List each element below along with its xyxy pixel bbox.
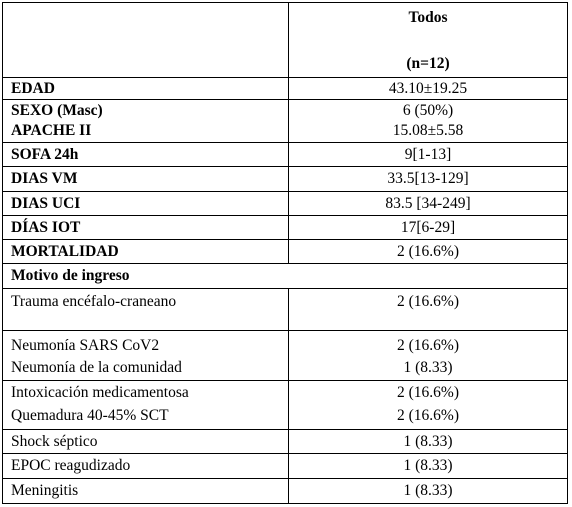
row-label: SOFA 24h xyxy=(11,146,79,163)
table-row: DIAS UCI 83.5 [34-249] xyxy=(3,191,567,215)
row-value: 17[6-29] xyxy=(400,219,456,236)
table-row: Trauma encéfalo-craneano 2 (16.6%) xyxy=(3,288,567,330)
table-row: DÍAS IOT 17[6-29] xyxy=(3,215,567,239)
row-value: 2 (16.6%) xyxy=(397,243,459,260)
table-header-row: Todos (n=12) xyxy=(3,3,567,77)
table-row: SEXO (Masc) APACHE II 6 (50%) 15.08±5.58 xyxy=(3,99,567,142)
reason-label: EPOC reagudizado xyxy=(11,457,131,474)
table-row: Shock séptico 1 (8.33) xyxy=(3,429,567,453)
row-label: DÍAS IOT xyxy=(11,219,81,236)
header-empty-cell xyxy=(3,3,289,77)
reason-value: 2 (16.6%) xyxy=(397,407,459,424)
reason-value: 1 (8.33) xyxy=(403,457,453,474)
row-label: EDAD xyxy=(11,80,55,97)
row-value: 15.08±5.58 xyxy=(392,122,464,139)
row-label: APACHE II xyxy=(11,122,92,139)
row-value: 9[1-13] xyxy=(404,146,452,163)
table-row: EDAD 43.10±19.25 xyxy=(3,77,567,99)
reason-label: Shock séptico xyxy=(11,433,98,450)
reason-value: 1 (8.33) xyxy=(403,359,453,376)
row-value: 43.10±19.25 xyxy=(388,80,468,97)
table-row: SOFA 24h 9[1-13] xyxy=(3,142,567,166)
header-title: Todos xyxy=(408,9,448,26)
reason-value: 1 (8.33) xyxy=(403,482,453,499)
table-row: EPOC reagudizado 1 (8.33) xyxy=(3,453,567,478)
header-subtitle: (n=12) xyxy=(406,55,450,72)
row-value: 83.5 [34-249] xyxy=(385,195,471,212)
reason-label: Neumonía de la comunidad xyxy=(11,359,182,376)
row-value: 6 (50%) xyxy=(402,102,454,119)
reason-value: 2 (16.6%) xyxy=(397,384,459,401)
reason-label: Meningitis xyxy=(11,482,79,499)
row-label: DIAS UCI xyxy=(11,195,81,212)
reason-value: 2 (16.6%) xyxy=(397,337,459,354)
row-label: DIAS VM xyxy=(11,170,78,187)
table-row: DIAS VM 33.5[13-129] xyxy=(3,166,567,191)
section-header-row: Motivo de ingreso xyxy=(3,263,567,288)
section-label: Motivo de ingreso xyxy=(11,267,130,284)
table-row: Intoxicación medicamentosa Quemadura 40-… xyxy=(3,380,567,429)
table-row: MORTALIDAD 2 (16.6%) xyxy=(3,239,567,263)
reason-label: Neumonía SARS CoV2 xyxy=(11,337,160,354)
reason-value: 2 (16.6%) xyxy=(397,293,459,310)
reason-label: Intoxicación medicamentosa xyxy=(11,384,189,401)
header-value-cell: Todos (n=12) xyxy=(289,3,567,77)
row-value: 33.5[13-129] xyxy=(387,170,469,187)
reason-value: 1 (8.33) xyxy=(403,433,453,450)
reason-label: Quemadura 40-45% SCT xyxy=(11,407,169,424)
data-table: Todos (n=12) EDAD 43.10±19.25 SEXO (Masc… xyxy=(2,2,568,504)
row-label: MORTALIDAD xyxy=(11,243,119,260)
table-row: Neumonía SARS CoV2 Neumonía de la comuni… xyxy=(3,330,567,380)
reason-label: Trauma encéfalo-craneano xyxy=(11,293,177,310)
row-label: SEXO (Masc) xyxy=(11,102,103,119)
table-row: Meningitis 1 (8.33) xyxy=(3,478,567,503)
